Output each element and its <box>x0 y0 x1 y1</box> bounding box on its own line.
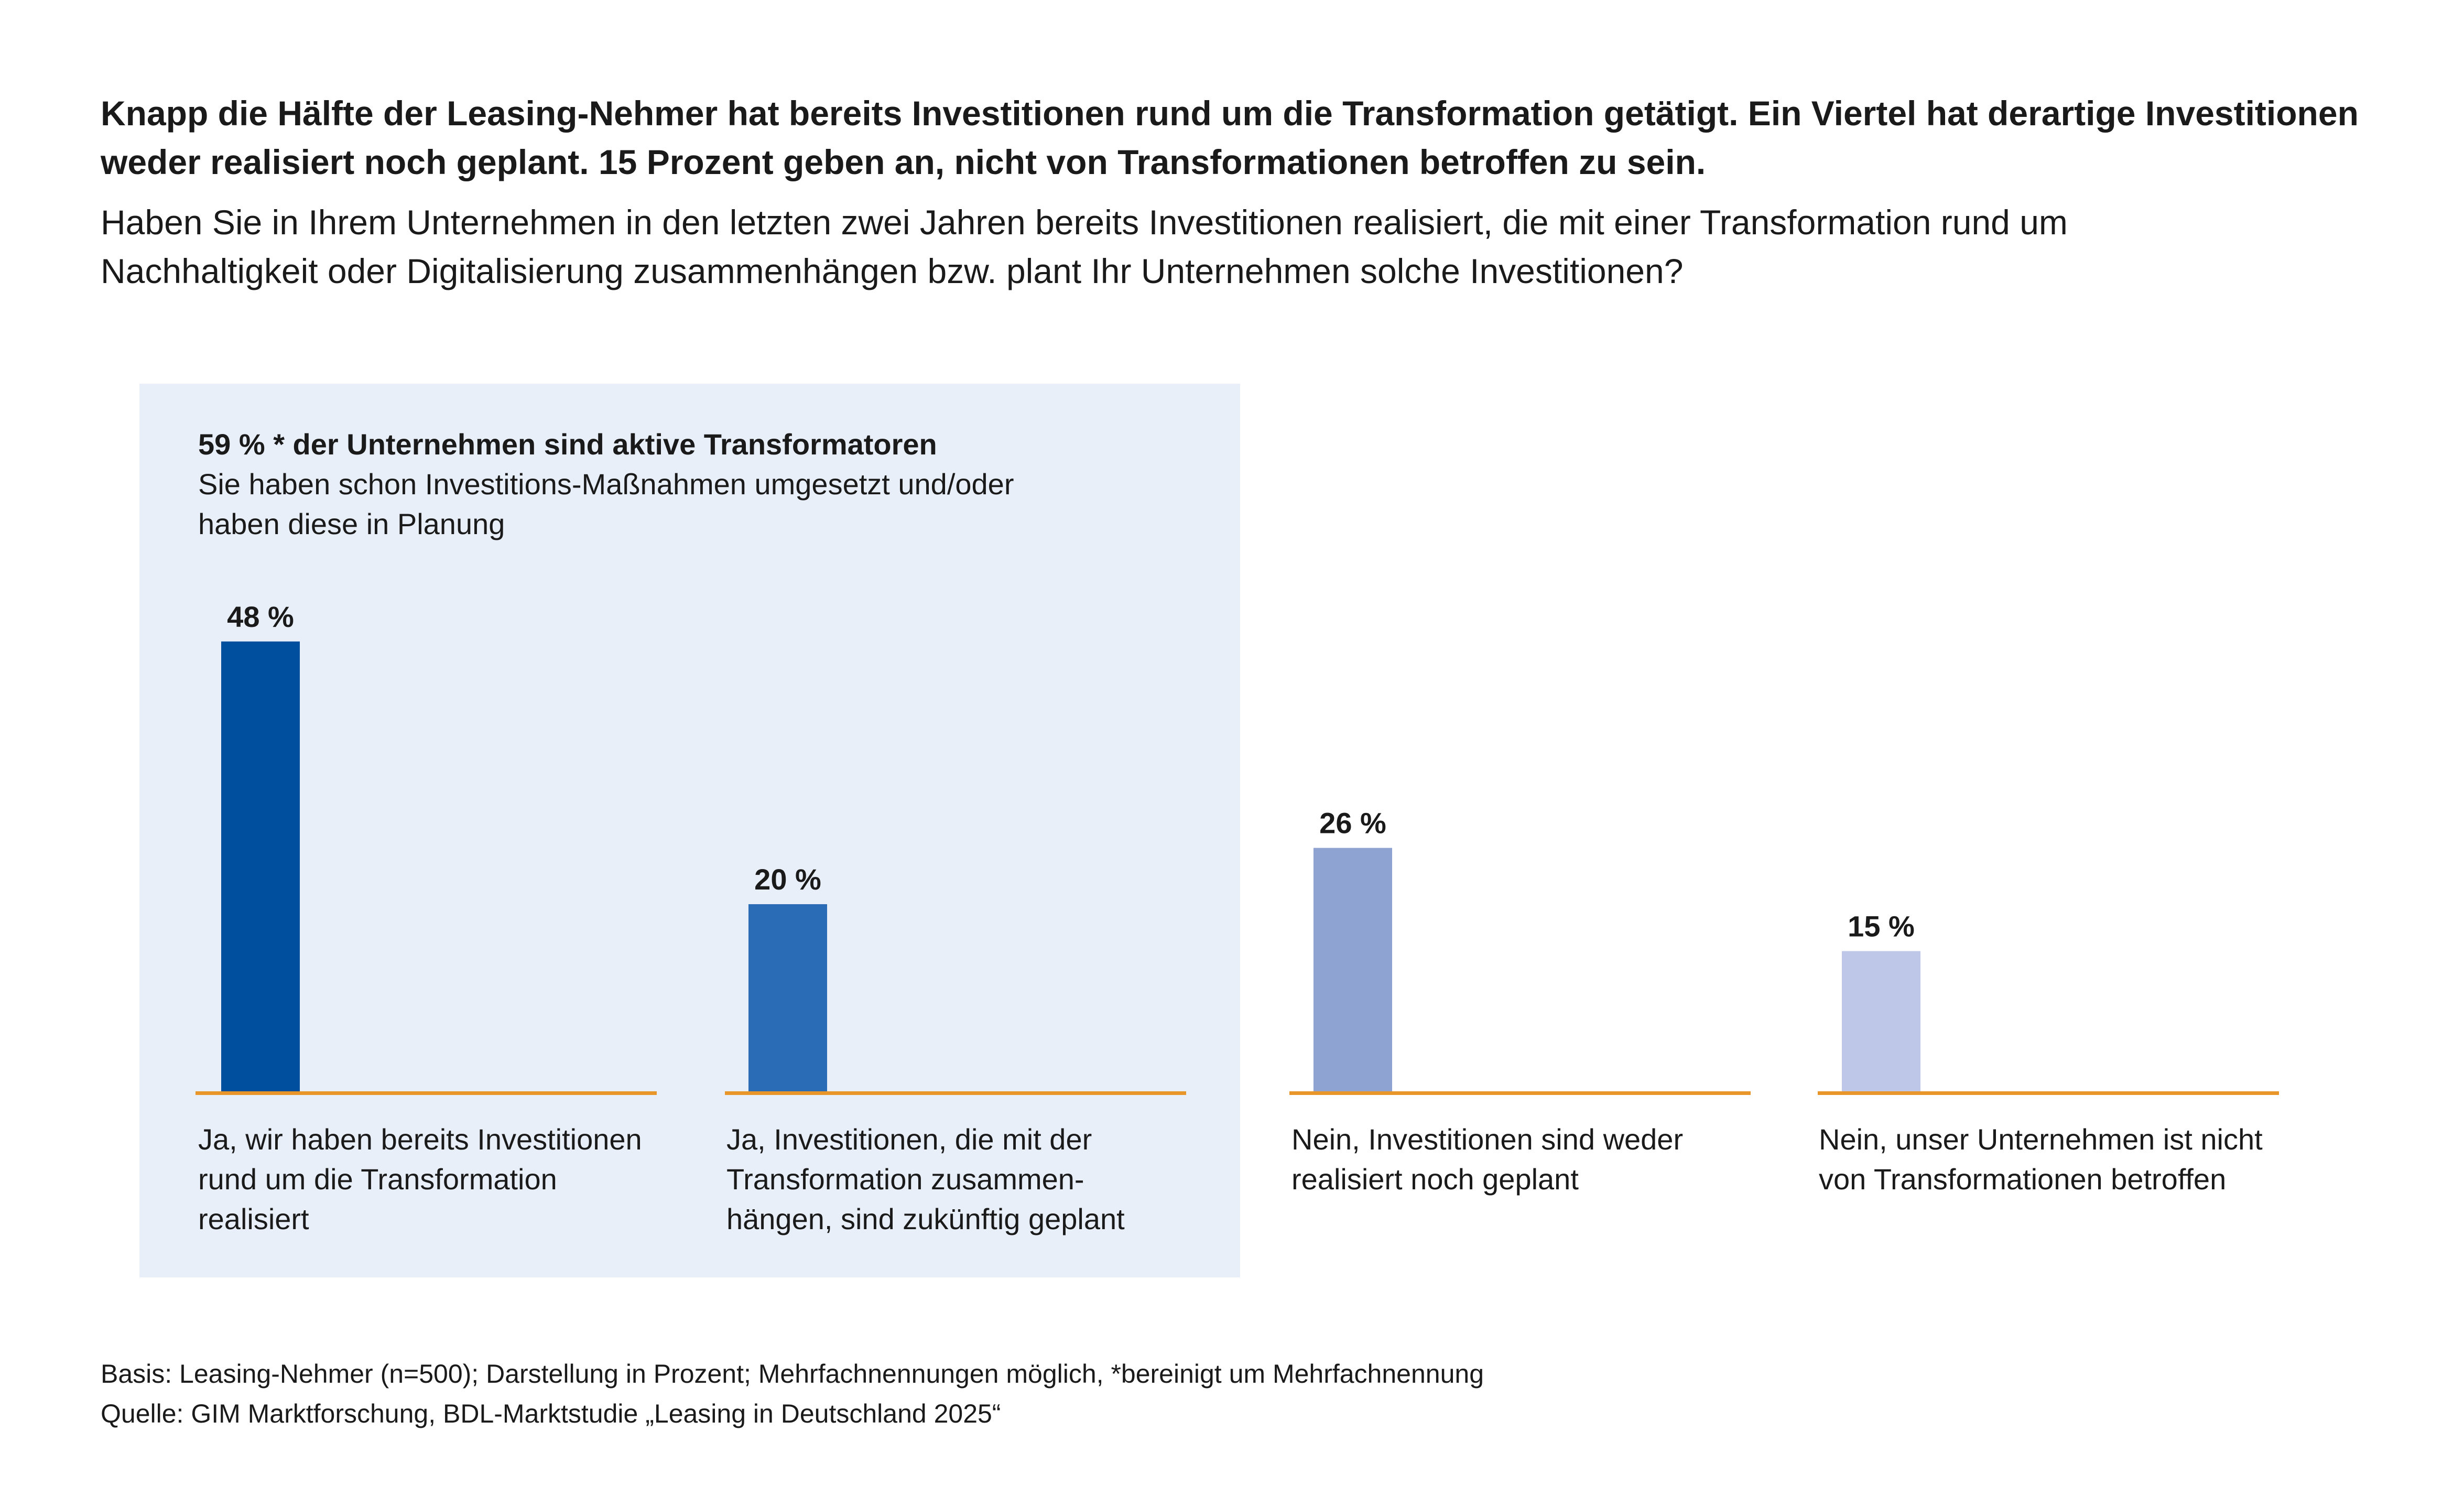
bar-planned <box>748 904 827 1092</box>
bar-none <box>1314 848 1392 1092</box>
value-label-planned: 20 % <box>754 863 821 896</box>
footnote-source: Quelle: GIM Marktforschung, BDL-Marktstu… <box>101 1399 1001 1428</box>
footnote-basis: Basis: Leasing-Nehmer (n=500); Darstellu… <box>101 1359 1484 1389</box>
bar-not-affected <box>1842 951 1920 1092</box>
baseline-none <box>1289 1091 1751 1095</box>
highlight-title: 59 % * der Unternehmen sind aktive Trans… <box>198 428 937 461</box>
headline: Knapp die Hälfte der Leasing-Nehmer hat … <box>101 94 2359 181</box>
bar-realized <box>221 641 300 1092</box>
highlight-box <box>139 384 1240 1277</box>
baseline-not-affected <box>1818 1091 2279 1095</box>
value-label-none: 26 % <box>1319 807 1386 840</box>
baseline-realized <box>196 1091 657 1095</box>
category-label-not-affected: Nein, unser Unternehmen ist nicht von Tr… <box>1819 1123 2263 1196</box>
value-label-realized: 48 % <box>227 600 294 633</box>
category-label-planned: Ja, Investitionen, die mit der Transform… <box>726 1123 1125 1235</box>
value-label-not-affected: 15 % <box>1848 910 1915 943</box>
footnotes: Basis: Leasing-Nehmer (n=500); Darstellu… <box>101 1354 2354 1434</box>
baseline-planned <box>725 1091 1186 1095</box>
highlight-text: Sie haben schon Investitions-Maßnahmen u… <box>198 468 1014 540</box>
survey-question: Haben Sie in Ihrem Unternehmen in den le… <box>101 203 2068 290</box>
category-label-none: Nein, Investitionen sind weder realisier… <box>1291 1123 1684 1196</box>
category-label-realized: Ja, wir haben bereits Investitionen rund… <box>198 1123 642 1235</box>
